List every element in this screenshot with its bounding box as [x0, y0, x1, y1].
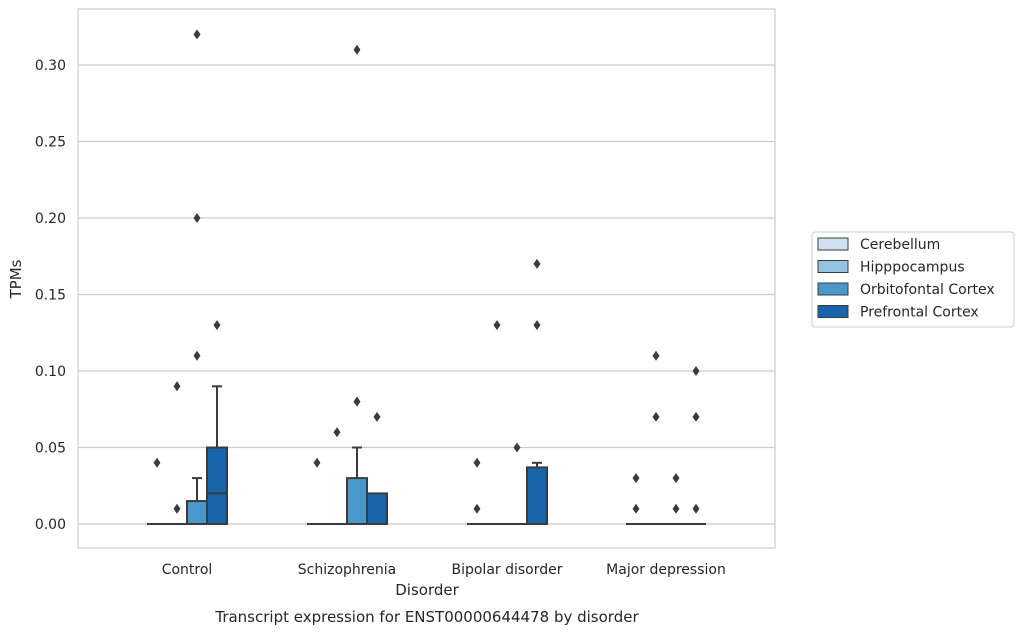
box [206, 446, 228, 525]
y-tick-label: 0.20 [35, 211, 66, 227]
legend-label: Cerebellum [860, 237, 940, 253]
boxes [147, 385, 706, 526]
legend-swatch [817, 260, 849, 273]
outlier-point [213, 320, 221, 331]
outlier-point [652, 411, 660, 422]
outlier-point [353, 44, 361, 55]
legend: Cerebellum Hipppocampus Orbitofontal Corte… [811, 231, 1015, 328]
outlier-point [173, 381, 181, 392]
outlier-point [692, 411, 700, 422]
outlier-point [513, 442, 521, 453]
outlier-point [373, 411, 381, 422]
box [366, 492, 388, 525]
y-tick-label: 0.10 [35, 364, 66, 380]
outlier-point [313, 457, 321, 468]
outlier-point [153, 457, 161, 468]
x-tick-labels: Control Schizophrenia Bipolar disorder Majo… [162, 562, 726, 578]
legend-label: Orbitofontal Cortex [860, 282, 995, 298]
outlier-point [193, 29, 201, 40]
x-tick-label: Schizophrenia [298, 562, 396, 578]
outlier-point [173, 503, 181, 514]
legend-frame [811, 231, 1015, 328]
outlier-point [473, 457, 481, 468]
outlier-point [672, 473, 680, 484]
outlier-point [533, 320, 541, 331]
outlier-point [193, 213, 201, 223]
chart-caption: Transcript expression for ENST0000064447… [214, 608, 639, 626]
box [186, 500, 208, 525]
outlier-point [353, 396, 361, 407]
x-tick-label: Major depression [606, 562, 726, 578]
outlier-point [533, 258, 541, 269]
legend-label: Prefrontal Cortex [860, 305, 979, 321]
outlier-point [652, 350, 660, 361]
outlier-point [333, 427, 341, 438]
y-tick-label: 0.30 [35, 58, 66, 74]
grid-lines [78, 64, 775, 525]
legend-swatch [817, 305, 849, 318]
legend-swatch [817, 282, 849, 296]
y-tick-label: 0.25 [35, 135, 66, 151]
outliers [153, 29, 700, 514]
x-tick-label: Control [162, 562, 213, 578]
legend-swatch [817, 237, 849, 251]
outlier-point [672, 503, 680, 514]
plot-area-frame [77, 8, 776, 549]
outlier-point [632, 473, 640, 484]
outlier-point [632, 503, 640, 514]
y-tick-label: 0.00 [35, 517, 66, 533]
x-tick-label: Bipolar disorder [451, 562, 562, 578]
outlier-point [692, 366, 700, 376]
x-axis-title: Disorder [395, 581, 459, 599]
y-tick-label: 0.05 [35, 441, 66, 457]
y-tick-labels: 0.00 0.05 0.10 0.15 0.20 0.25 0.30 [35, 58, 66, 533]
legend-label: Hipppocampus [860, 260, 965, 276]
y-axis-title: TPMs [7, 259, 25, 299]
outlier-point [473, 503, 481, 514]
y-tick-label: 0.15 [35, 288, 66, 304]
box [526, 466, 548, 526]
box [346, 477, 368, 526]
outlier-point [692, 503, 700, 514]
outlier-point [493, 320, 501, 331]
outlier-point [193, 350, 201, 361]
